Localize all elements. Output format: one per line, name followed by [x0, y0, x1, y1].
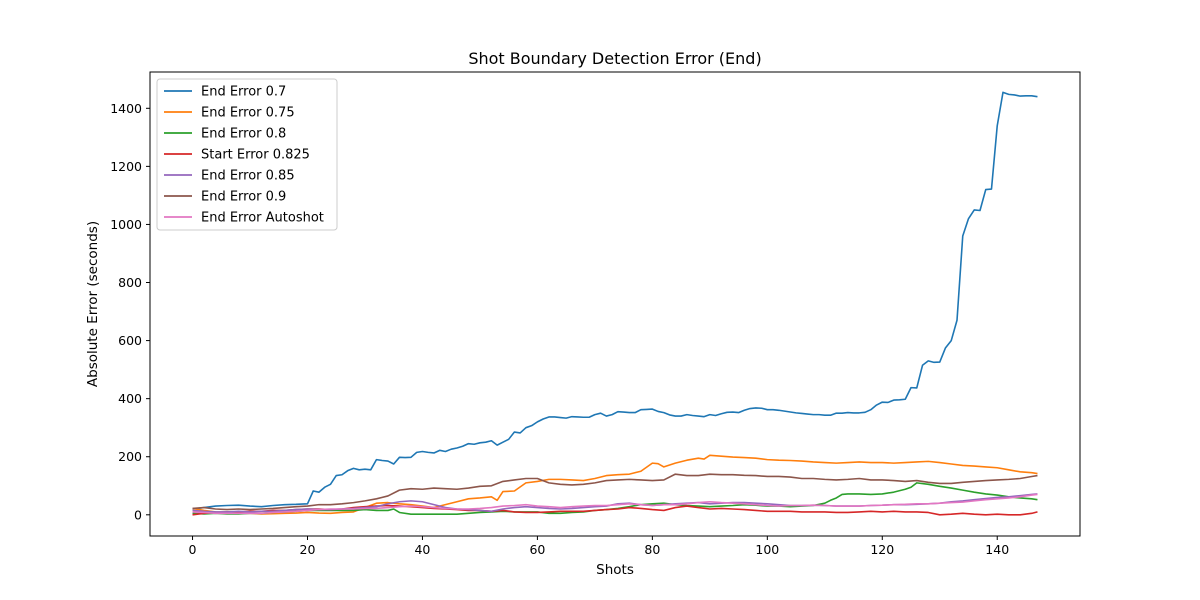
legend-items: End Error 0.7 End Error 0.75 End Error 0.8…: [164, 85, 324, 226]
legend-label-4: Start Error 0.825: [201, 148, 310, 163]
x-tick-label: 0: [189, 542, 197, 557]
plot-frame: [149, 71, 1081, 537]
legend-box: [156, 78, 338, 231]
series-line-2: [192, 454, 1038, 515]
y-axis: 0 200 400 600 800 1000 1200 1400: [110, 101, 150, 522]
x-tick-label: 100: [755, 542, 779, 557]
legend-label-3: End Error 0.8: [201, 127, 286, 142]
y-tick-label: 800: [118, 275, 142, 290]
y-tick-label: 600: [118, 333, 142, 348]
y-tick-label: 1400: [110, 101, 142, 116]
x-tick-label: 140: [985, 542, 1009, 557]
series-line-6: [192, 473, 1038, 511]
series-line-1: [192, 91, 1038, 510]
legend-label-6: End Error 0.9: [201, 190, 286, 205]
chart-title: Shot Boundary Detection Error (End): [468, 49, 761, 68]
series-layer: [192, 91, 1038, 516]
series-line-3: [192, 482, 1038, 516]
legend-label-7: End Error Autoshot: [201, 211, 324, 226]
y-tick-label: 1200: [110, 159, 142, 174]
y-axis-label: Absolute Error (seconds): [85, 221, 101, 387]
x-tick-label: 80: [644, 542, 660, 557]
series-line-7: [192, 493, 1038, 515]
x-tick-label: 60: [529, 542, 545, 557]
x-tick-label: 120: [870, 542, 894, 557]
y-tick-label: 1000: [110, 217, 142, 232]
legend-label-1: End Error 0.7: [201, 85, 286, 100]
legend-label-5: End Error 0.85: [201, 169, 295, 184]
y-tick-label: 200: [118, 449, 142, 464]
legend: End Error 0.7 End Error 0.75 End Error 0.8…: [156, 78, 338, 231]
x-tick-label: 20: [300, 542, 316, 557]
x-axis-label: Shots: [596, 562, 634, 578]
legend-label-2: End Error 0.75: [201, 106, 295, 121]
x-axis: 0 20 40 60 80 100 120 140: [189, 536, 1009, 557]
y-tick-label: 400: [118, 391, 142, 406]
x-tick-label: 40: [414, 542, 430, 557]
y-tick-label: 0: [134, 507, 142, 522]
